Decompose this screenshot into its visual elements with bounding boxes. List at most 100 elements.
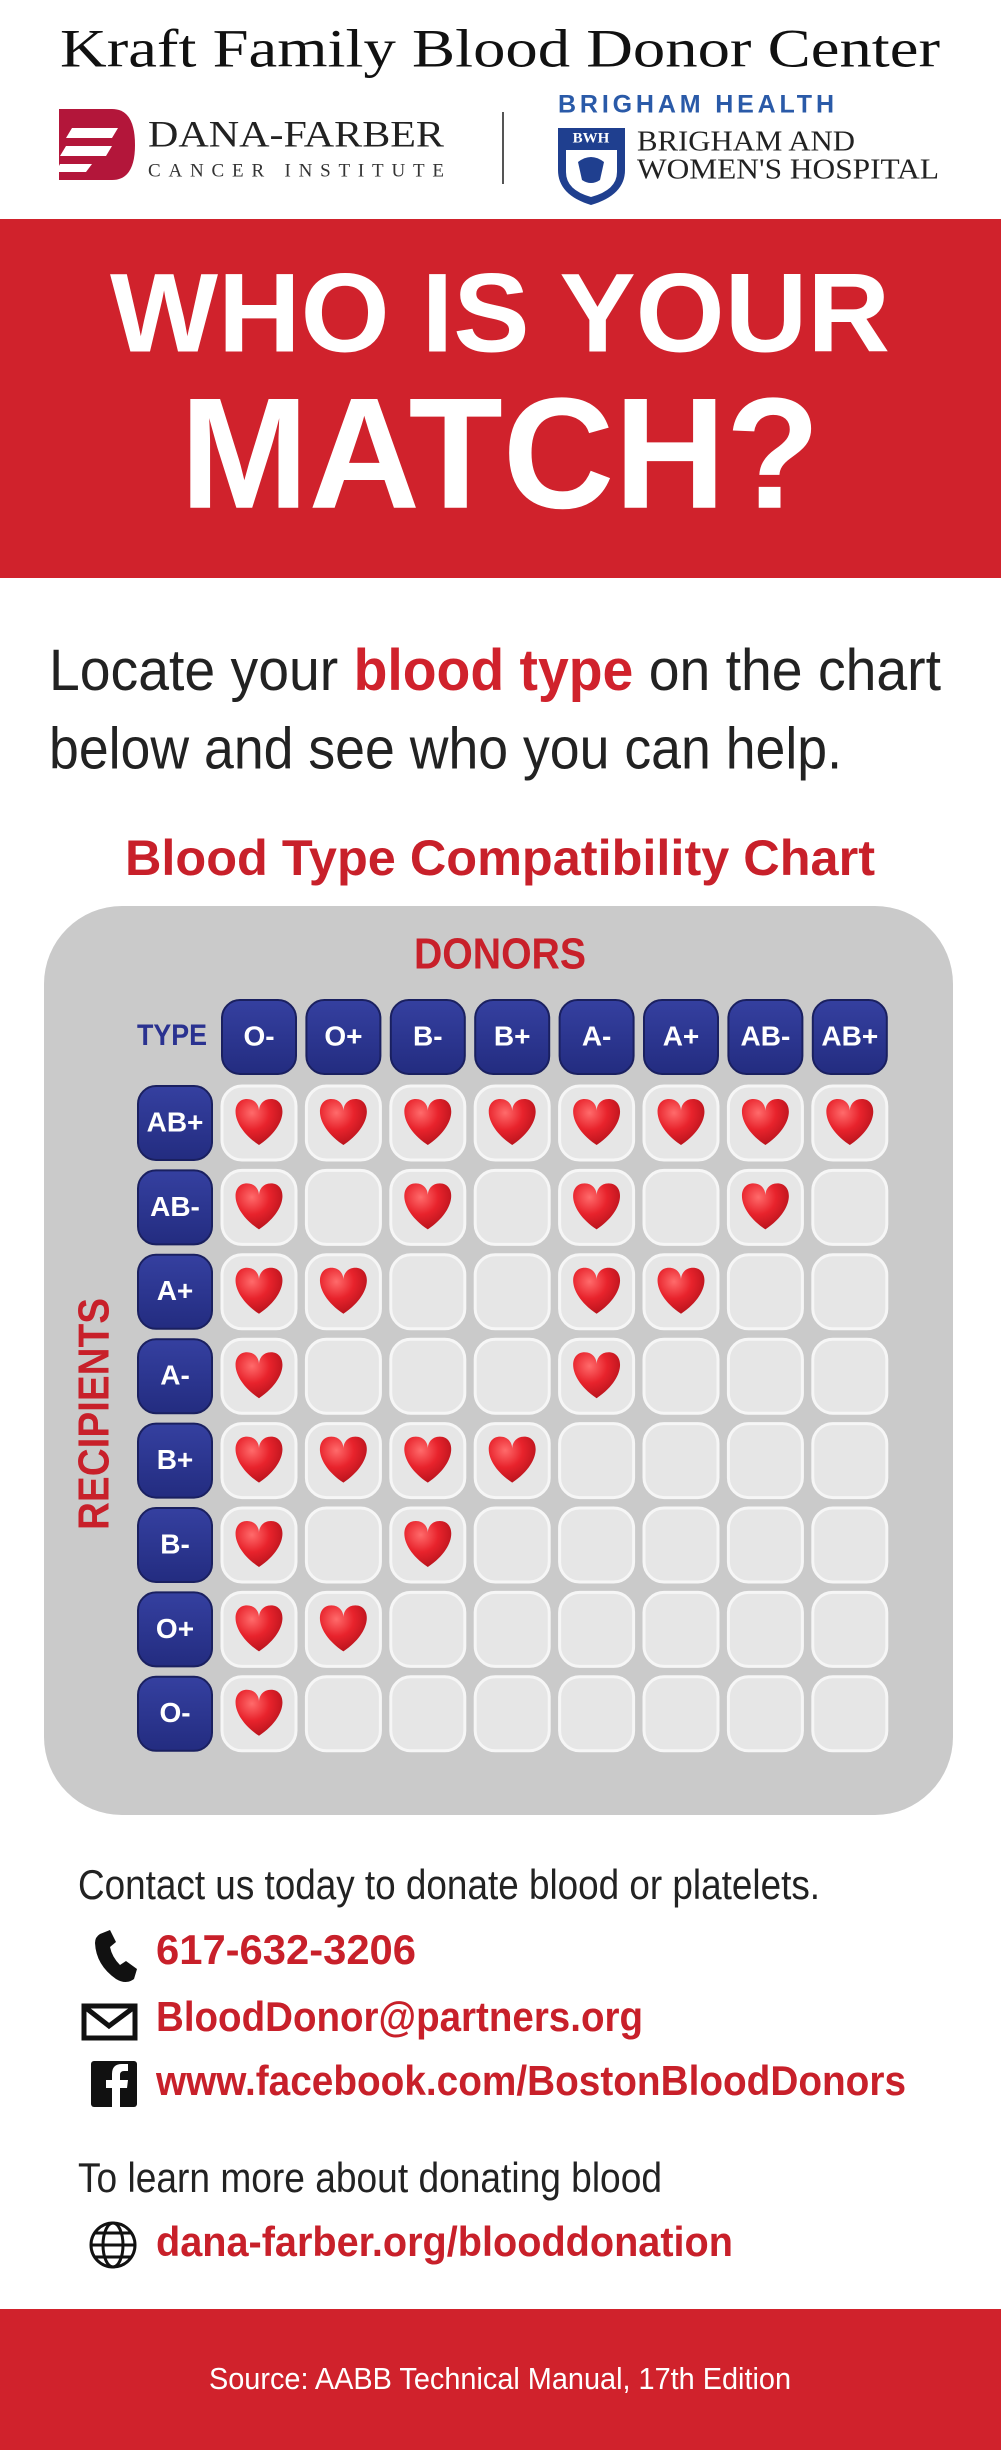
grid-cell — [726, 1675, 804, 1753]
grid-cell — [473, 1590, 551, 1668]
donor-type: B+ — [494, 1020, 531, 1051]
intro-highlight: blood type — [354, 638, 634, 703]
recipient-type-badge — [137, 1507, 213, 1583]
grid-cell — [473, 1337, 551, 1415]
banner-line1: WHO IS YOUR — [110, 251, 890, 376]
donor-type-badge — [221, 999, 297, 1075]
recipient-type-badge — [137, 1085, 213, 1161]
heart — [573, 1352, 621, 1399]
facebook-icon — [91, 2061, 137, 2107]
heart — [826, 1099, 874, 1145]
recipient-type-badge — [137, 1675, 213, 1752]
grid-cell — [811, 1168, 889, 1246]
heart — [404, 1183, 452, 1230]
email-icon — [81, 2003, 138, 2041]
recipient-type-badge — [137, 1338, 213, 1415]
heart — [741, 1099, 789, 1145]
logo-sub: CANCER INSTITUTE — [148, 160, 444, 181]
grid-cell — [304, 1168, 382, 1246]
contact-email: BloodDonor@partners.org — [156, 1993, 643, 2040]
intro-after: on the chart — [633, 638, 941, 703]
type-label: TYPE — [137, 1019, 207, 1052]
grid-cell — [811, 1590, 889, 1668]
donor-type: A+ — [663, 1020, 700, 1051]
grid-cell — [473, 1253, 551, 1331]
grid-cell — [389, 1675, 467, 1753]
grid-cell — [304, 1506, 382, 1584]
grid-cell — [642, 1422, 720, 1500]
donor-type-badge — [643, 999, 719, 1075]
grid-cell — [726, 1337, 804, 1415]
heart — [573, 1183, 621, 1230]
grid-cell — [473, 1675, 551, 1753]
logo-brand: BRIGHAM HEALTH — [558, 91, 834, 119]
contact-facebook: www.facebook.com/BostonBloodDonors — [155, 2057, 906, 2104]
donor-type: AB- — [741, 1020, 791, 1051]
dana-farber-logo: DANA-FARBER CANCER INSTITUTE — [56, 109, 444, 181]
donor-type: A- — [582, 1020, 612, 1051]
heart — [404, 1436, 452, 1483]
grid-cell — [642, 1168, 720, 1246]
grid-cell — [473, 1168, 551, 1246]
donor-type: B- — [413, 1020, 443, 1051]
heart — [488, 1099, 536, 1145]
heart — [319, 1436, 367, 1483]
recipient-type: O+ — [156, 1613, 194, 1644]
donor-type-badge — [727, 999, 804, 1075]
chart-title: Blood Type Compatibility Chart — [125, 830, 875, 886]
grid-cell — [726, 1506, 804, 1584]
heart — [319, 1605, 367, 1652]
grid-cell — [811, 1422, 889, 1500]
donor-type: O- — [243, 1020, 274, 1051]
grid-cell — [558, 1675, 636, 1753]
recipient-type: AB- — [150, 1191, 200, 1222]
intro-line1: Locate your blood type on the chart — [49, 638, 941, 703]
grid-cell — [473, 1506, 551, 1584]
donor-type-badge — [305, 999, 382, 1075]
heart — [488, 1436, 536, 1483]
grid-cell — [642, 1590, 720, 1668]
heart — [404, 1099, 452, 1145]
grid-cell — [642, 1506, 720, 1584]
heart — [235, 1521, 283, 1567]
logo-line1: BRIGHAM AND — [637, 126, 855, 157]
header-title: Kraft Family Blood Donor Center — [60, 18, 940, 78]
recipient-type-badge — [137, 1169, 213, 1246]
heart — [573, 1099, 621, 1145]
recipient-type-badge — [137, 1422, 213, 1499]
logo-badge: BWH — [573, 130, 610, 146]
grid-cell — [389, 1253, 467, 1331]
heart — [319, 1099, 367, 1145]
heart — [235, 1267, 283, 1314]
grid-cell — [811, 1675, 889, 1753]
heart — [657, 1267, 705, 1314]
recipient-type: AB+ — [147, 1106, 204, 1137]
grid-cell — [389, 1337, 467, 1415]
bwh-logo: BRIGHAM HEALTH BWH BRIGHAM AND WOMEN'S H… — [558, 91, 939, 205]
donor-type-badge — [474, 999, 551, 1075]
grid-cell — [558, 1590, 636, 1668]
globe-icon — [89, 2221, 137, 2269]
logo-name: DANA-FARBER — [148, 114, 444, 155]
recipient-type: O- — [159, 1697, 190, 1728]
footer — [0, 2309, 1001, 2450]
recipient-type: A- — [160, 1360, 190, 1391]
grid-cell — [304, 1675, 382, 1753]
grid-cell — [642, 1675, 720, 1753]
contact-intro: Contact us today to donate blood or plat… — [78, 1861, 820, 1908]
intro-before: Locate your — [49, 638, 354, 703]
compatibility-grid: O- O+ B- B+ A- A+ AB- AB+ AB+ AB- A+ A- B+ B- O+ O- — [137, 999, 889, 1753]
recipients-label: RECIPIENTS — [70, 1298, 119, 1530]
donor-type: AB+ — [821, 1020, 878, 1051]
grid-cell — [811, 1337, 889, 1415]
grid-cell — [642, 1337, 720, 1415]
contact-phone: 617-632-3206 — [156, 1926, 416, 1973]
grid-cell — [726, 1422, 804, 1500]
heart — [235, 1352, 283, 1399]
grid-cell — [558, 1422, 636, 1500]
banner-line2: MATCH? — [180, 366, 820, 542]
logo-line2: WOMEN'S HOSPITAL — [637, 154, 939, 185]
donors-label: DONORS — [414, 930, 586, 979]
